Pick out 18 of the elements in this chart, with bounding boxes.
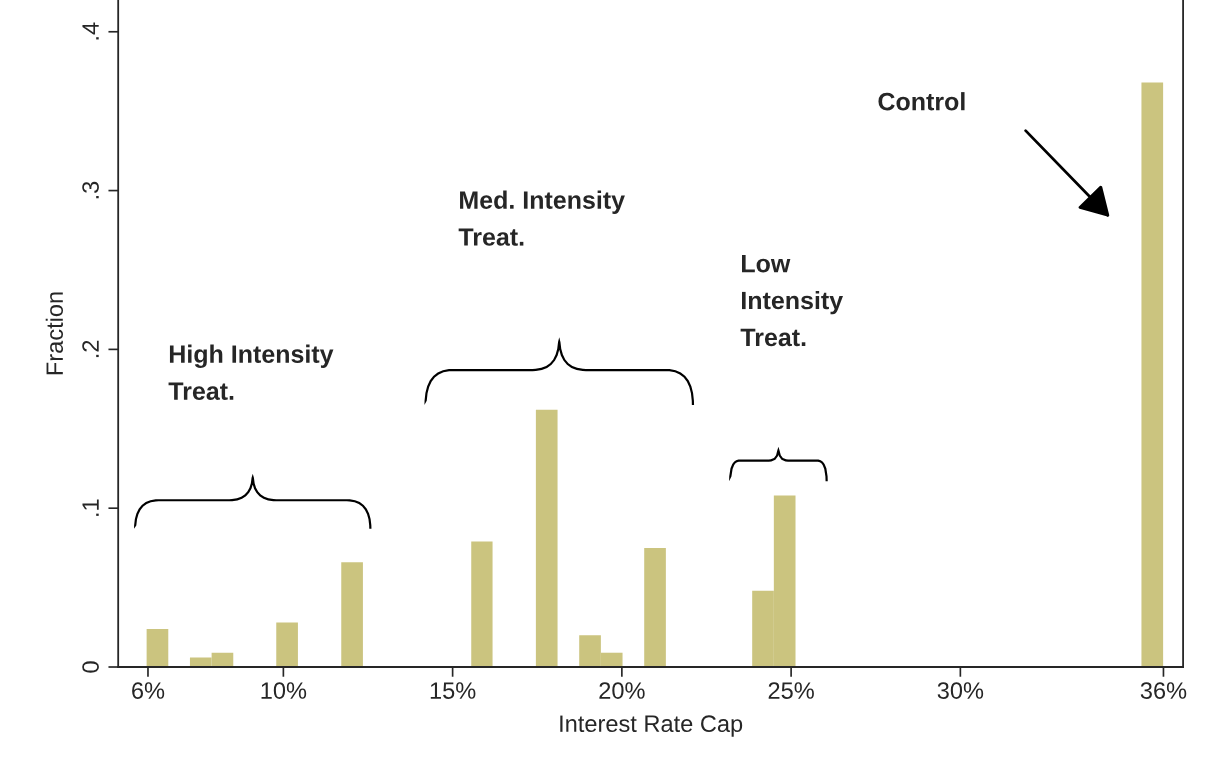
x-tick-label: 6% — [132, 682, 165, 699]
x-tick-label: 36% — [1140, 682, 1187, 699]
annotation: Control — [878, 92, 965, 111]
x-tick-label: 15% — [430, 682, 476, 699]
x-tick-label: 30% — [937, 682, 984, 699]
annotation: High Intensity Treat. — [168, 344, 334, 400]
annotation: Med. Intensity Treat. — [458, 190, 625, 246]
x-tick-label: 10% — [261, 682, 307, 699]
y-axis-title: Fraction — [45, 292, 64, 375]
y-tick-label: .3 — [82, 181, 99, 199]
y-tick-label: .1 — [82, 499, 99, 516]
x-tick-label: 25% — [768, 682, 814, 699]
annotation: Low Intensity Treat. — [740, 255, 843, 347]
x-tick-label: 20% — [599, 682, 645, 699]
x-axis-title: Interest Rate Cap — [560, 715, 743, 737]
y-tick-label: .4 — [82, 22, 99, 40]
y-tick-label: .2 — [82, 340, 99, 358]
y-tick-label: 0 — [82, 661, 99, 673]
